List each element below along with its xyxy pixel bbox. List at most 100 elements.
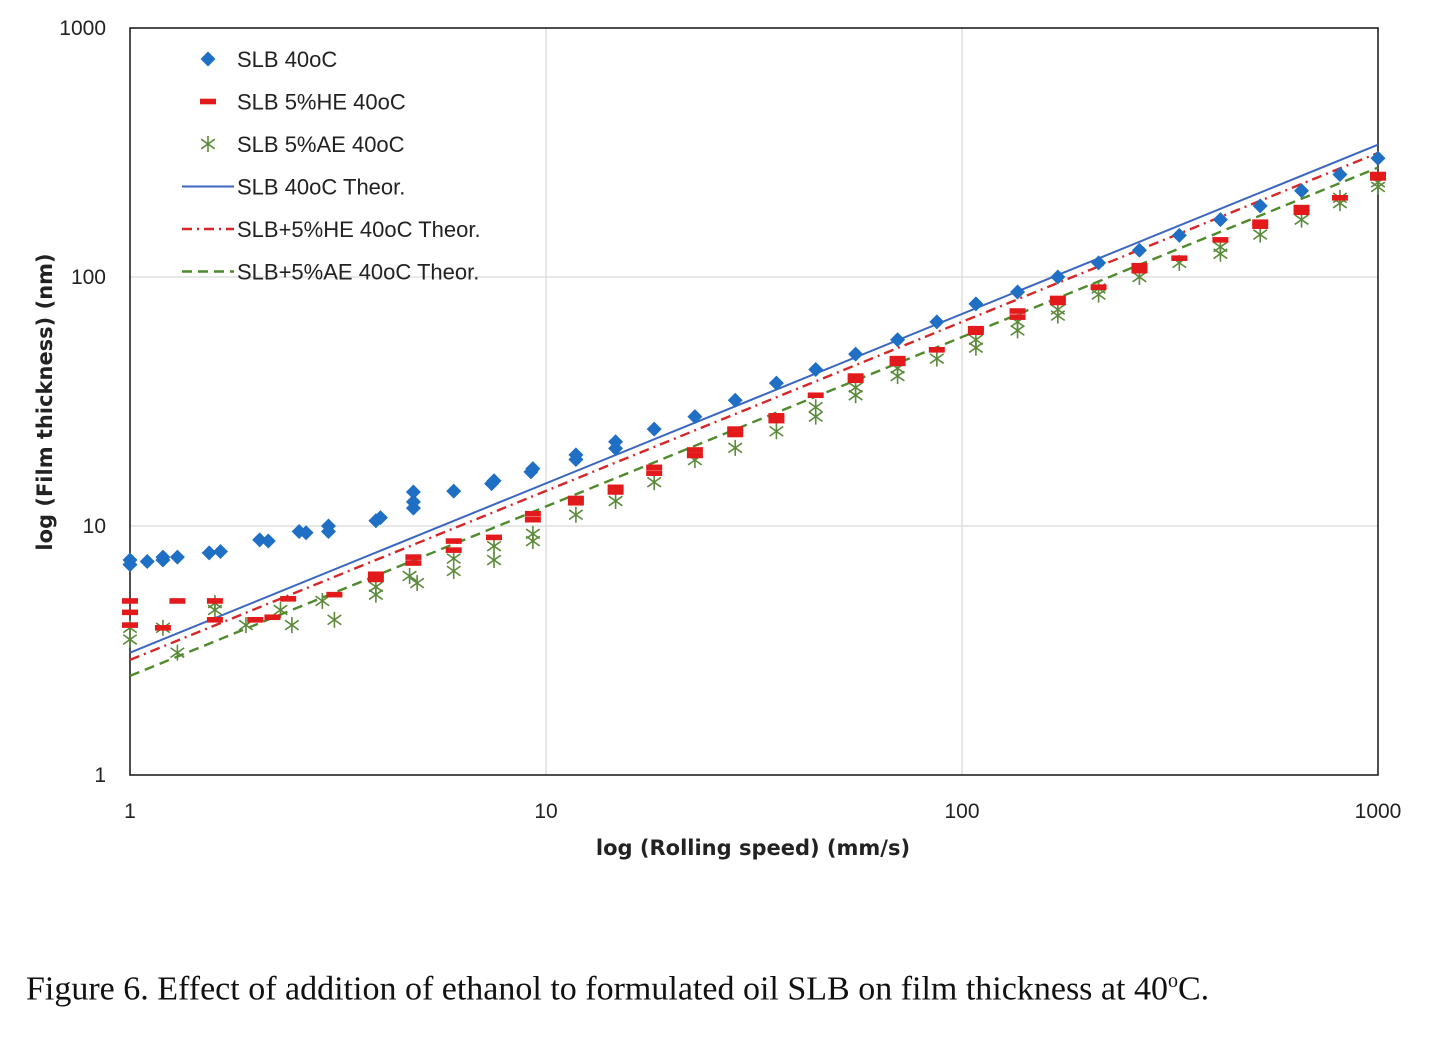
data-point (280, 596, 297, 602)
data-point (808, 399, 823, 416)
data-point (1294, 183, 1310, 199)
data-point (486, 538, 502, 555)
data-point (567, 495, 584, 502)
data-point (1009, 308, 1026, 314)
data-point (967, 329, 984, 336)
y-tick-label: 100 (71, 266, 106, 289)
data-point (367, 571, 384, 578)
data-point (608, 434, 624, 450)
data-point (727, 392, 743, 408)
legend-label: SLB 40oC Theor. (237, 175, 405, 200)
data-point (446, 550, 461, 567)
data-point (1049, 295, 1066, 302)
axis-ticks: 1 10 100 1000 1 10 100 1000 (59, 17, 1401, 823)
legend-marker (200, 136, 216, 152)
data-point (1252, 226, 1268, 243)
data-point (646, 464, 663, 471)
data-point (486, 473, 502, 489)
caption-suffix: C. (1177, 970, 1210, 1008)
figure-caption: Figure 6. Effect of addition of ethanol … (26, 970, 1416, 1008)
data-point (928, 347, 945, 353)
chart: 1 10 100 1000 1 10 100 1000 log (Rolling speed)… (33, 17, 1401, 860)
data-point (1171, 255, 1188, 261)
data-point (201, 545, 217, 561)
data-point (1050, 269, 1066, 285)
data-point (968, 296, 984, 312)
data-point (687, 409, 703, 425)
data-point (686, 447, 703, 453)
theory-line (129, 151, 1379, 661)
legend: SLB 40oC SLB 5%HE 40oC SLB 5%AE 40oC SLB 40… (182, 47, 481, 285)
legend-label: SLB 40oC (237, 47, 337, 72)
data-point (607, 484, 624, 491)
legend-marker (200, 98, 216, 105)
data-point (889, 360, 906, 367)
data-point (405, 560, 422, 566)
data-point (1370, 175, 1386, 181)
data-point (1252, 223, 1269, 229)
data-point (122, 609, 138, 616)
data-point (327, 611, 342, 628)
data-markers (122, 150, 1386, 661)
data-point (1090, 284, 1107, 290)
data-point (1332, 167, 1348, 183)
data-point (567, 499, 584, 506)
y-axis-label: log (Film thickness) (nm) (33, 253, 57, 550)
grid-lines (130, 28, 1378, 775)
data-point (1049, 299, 1066, 306)
data-point (139, 554, 155, 570)
data-point (525, 461, 541, 477)
data-point (808, 362, 824, 378)
data-point (769, 423, 784, 440)
data-point (247, 617, 264, 623)
data-point (727, 426, 744, 432)
data-point (967, 325, 984, 332)
data-point (807, 392, 824, 399)
data-point (446, 483, 462, 499)
data-point (1091, 255, 1107, 271)
data-point (405, 554, 422, 560)
y-tick-label: 1 (94, 764, 106, 787)
data-point (169, 549, 185, 565)
data-point (169, 598, 186, 604)
data-point (122, 598, 138, 604)
data-point (525, 525, 541, 542)
data-point (212, 543, 228, 559)
data-point (367, 576, 384, 583)
data-point (1370, 171, 1386, 178)
data-point (409, 575, 425, 592)
data-point (372, 510, 388, 526)
data-point (206, 598, 223, 604)
legend-label: SLB+5%AE 40oC Theor. (237, 260, 479, 285)
data-point (568, 447, 584, 463)
data-point (1009, 314, 1026, 320)
x-axis-label: log (Rolling speed) (mm/s) (596, 836, 910, 860)
data-point (890, 332, 906, 348)
y-tick-label: 10 (83, 515, 106, 538)
theory-lines (129, 143, 1379, 678)
data-point (298, 525, 314, 541)
data-point (1370, 150, 1386, 166)
data-point (402, 567, 417, 584)
data-point (122, 557, 138, 573)
data-point (768, 417, 785, 424)
data-point (122, 622, 138, 628)
data-point (284, 617, 300, 634)
x-tick-label: 100 (944, 800, 979, 823)
data-point (445, 547, 462, 553)
data-point (929, 350, 945, 367)
data-point (1212, 212, 1228, 228)
data-point (646, 421, 662, 437)
data-point (1293, 209, 1310, 216)
data-point (154, 625, 171, 631)
x-tick-label: 10 (534, 800, 557, 823)
data-point (768, 375, 784, 391)
data-point (524, 510, 541, 517)
data-point (608, 493, 623, 510)
legend-marker (200, 51, 216, 67)
legend-label: SLB 5%AE 40oC (237, 132, 405, 157)
data-point (889, 355, 906, 362)
data-point (486, 534, 503, 541)
data-point (1252, 198, 1268, 214)
data-point (1131, 262, 1148, 269)
